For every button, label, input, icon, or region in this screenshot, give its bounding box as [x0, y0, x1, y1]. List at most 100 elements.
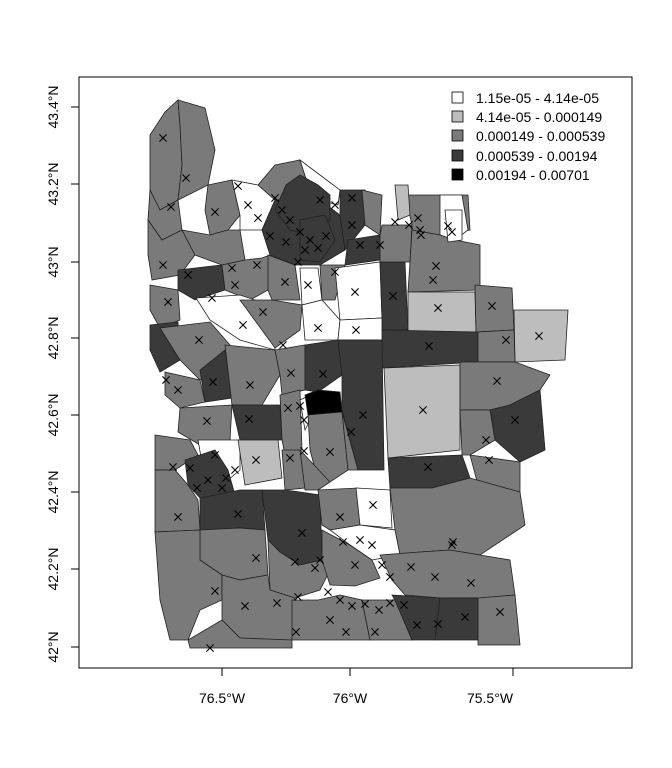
x-mark-71: [511, 416, 519, 424]
x-mark-84: [174, 513, 182, 521]
x-mark-23: [376, 241, 384, 249]
tract-15: [267, 254, 301, 301]
x-mark-34: [502, 336, 510, 344]
x-mark-111: [361, 600, 369, 608]
tract-8: [339, 189, 366, 251]
y-tick-label-2: 42.4°N: [45, 471, 61, 514]
x-mark-83: [193, 484, 201, 492]
tract-43: [164, 371, 206, 409]
x-mark-104: [496, 608, 504, 616]
x-mark-66: [300, 416, 308, 424]
tract-28: [477, 329, 516, 363]
x-mark-86: [298, 529, 306, 537]
x-mark-14: [301, 246, 309, 254]
x-mark-15: [294, 258, 302, 266]
x-mark-117: [326, 616, 334, 624]
legend-swatch-0: [451, 91, 464, 104]
tract-1: [177, 99, 216, 201]
x-mark-74: [424, 463, 432, 471]
x-mark-21: [348, 221, 356, 229]
x-mark-52: [195, 336, 203, 344]
x-mark-78: [204, 476, 212, 484]
x-mark-0: [159, 134, 167, 142]
x-mark-6: [254, 214, 262, 222]
x-mark-112: [375, 606, 383, 614]
tract-12: [181, 229, 246, 266]
tract-38: [274, 344, 306, 396]
x-mark-97: [351, 561, 359, 569]
x-mark-44: [184, 271, 192, 279]
x-tick-label-1: 76°W: [333, 690, 368, 706]
x-mark-113: [386, 599, 394, 607]
tract-0: [149, 99, 183, 211]
x-mark-68: [300, 447, 308, 455]
tract-65: [355, 487, 393, 529]
x-mark-13: [322, 232, 330, 240]
x-mark-42: [352, 326, 360, 334]
legend-swatch-4: [451, 168, 464, 181]
x-mark-9: [286, 216, 294, 224]
x-mark-69: [326, 448, 334, 456]
tract-74: [291, 594, 371, 641]
x-mark-50: [279, 341, 287, 349]
x-mark-102: [467, 579, 475, 587]
x-mark-39: [304, 281, 312, 289]
legend-swatch-2: [451, 129, 464, 142]
y-tick-label-3: 42.6°N: [45, 394, 61, 437]
tract-52: [459, 409, 496, 456]
x-mark-124: [405, 221, 413, 229]
legend-label-2: 0.000149 - 0.000539: [476, 128, 605, 144]
x-mark-55: [287, 369, 295, 377]
x-mark-96: [316, 556, 324, 564]
x-mark-90: [368, 541, 376, 549]
tract-32: [301, 299, 341, 341]
x-mark-49: [314, 324, 322, 332]
x-mark-93: [252, 554, 260, 562]
x-mark-19: [331, 201, 339, 209]
tract-78: [477, 594, 521, 646]
legend: 1.15e-05 - 4.14e-05 4.14e-05 - 0.000149 …: [451, 90, 605, 183]
x-mark-85: [234, 510, 242, 518]
tract-24: [407, 291, 477, 336]
x-mark-121: [434, 620, 442, 628]
x-mark-58: [419, 406, 427, 414]
x-mark-57: [359, 411, 367, 419]
x-mark-63: [245, 415, 253, 423]
x-mark-25: [414, 214, 422, 222]
x-mark-92: [211, 587, 219, 595]
legend-label-1: 4.14e-05 - 0.000149: [476, 109, 602, 125]
tract-9: [361, 189, 383, 236]
x-mark-1: [182, 174, 190, 182]
tract-46: [279, 389, 303, 456]
tract-23: [407, 229, 481, 293]
x-mark-81: [252, 456, 260, 464]
x-mark-5: [244, 201, 252, 209]
x-mark-79: [218, 484, 226, 492]
tract-31: [239, 299, 303, 349]
tract-50: [341, 411, 359, 471]
legend-swatch-1: [451, 110, 464, 123]
x-mark-126: [429, 276, 437, 284]
x-mark-61: [174, 386, 182, 394]
x-mark-22: [356, 241, 364, 249]
x-mark-99: [386, 573, 394, 581]
x-mark-33: [425, 342, 433, 350]
tract-79: [187, 619, 293, 649]
x-mark-31: [488, 302, 496, 310]
tract-62: [199, 489, 266, 531]
x-mark-123: [448, 541, 456, 549]
x-mark-26: [416, 226, 424, 234]
x-mark-53: [209, 378, 217, 386]
tract-82: [394, 184, 411, 221]
x-mark-119: [371, 628, 379, 636]
y-tick-label-6: 43.2°N: [45, 163, 61, 206]
x-mark-87: [336, 513, 344, 521]
x-mark-114: [400, 601, 408, 609]
x-mark-35: [159, 261, 167, 269]
legend-label-4: 0.00194 - 0.00701: [476, 167, 590, 183]
x-mark-73: [485, 456, 493, 464]
tract-13: [177, 264, 226, 301]
tract-66: [389, 477, 526, 556]
x-mark-4: [234, 182, 242, 190]
tract-57: [237, 439, 283, 486]
